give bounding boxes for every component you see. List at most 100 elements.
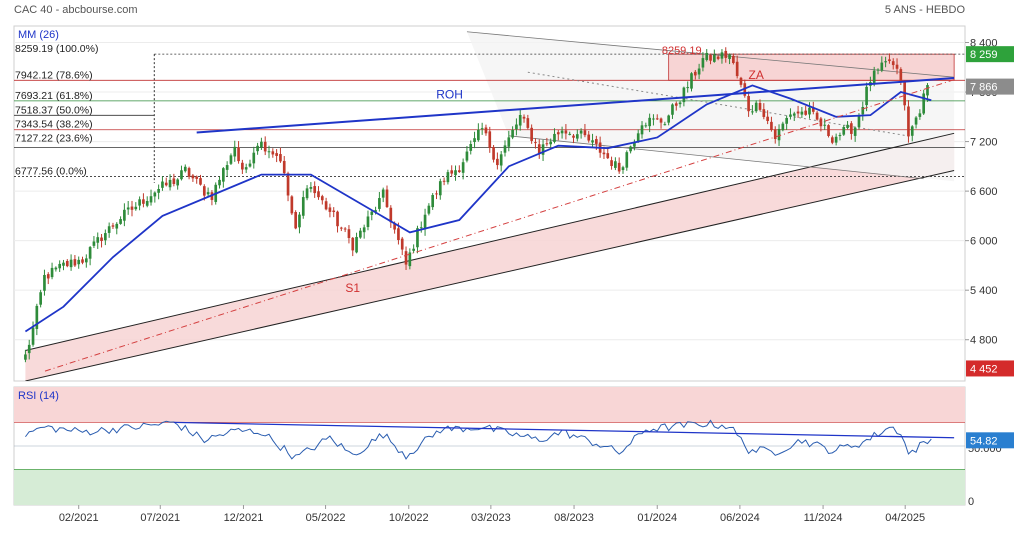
fibonacci-labels: 8259.19 (100.0%) 7942.12 (78.6%) 7693.21 (…: [15, 43, 98, 177]
candle-body: [84, 258, 88, 263]
candle-body: [922, 93, 926, 114]
price-badges: 8 259 7 866 4 452: [966, 46, 1014, 377]
candle-body: [652, 118, 655, 120]
candle-body: [850, 123, 853, 134]
candle-body: [621, 167, 625, 171]
candle-body: [823, 124, 827, 126]
candle-body: [225, 165, 229, 170]
rsi-trendline: [173, 421, 955, 439]
annotation-label: ROH: [436, 88, 463, 102]
rsi-value-badge: [966, 432, 1014, 449]
candle-body: [720, 52, 724, 59]
candle-body: [35, 305, 39, 330]
candle-body: [351, 237, 355, 251]
candle-body: [804, 110, 808, 115]
candle-body: [134, 206, 138, 210]
candle-body: [811, 108, 815, 112]
candle-body: [111, 225, 115, 227]
candle-body: [777, 128, 781, 141]
candle-body: [553, 133, 556, 142]
candle-body: [686, 87, 690, 89]
candle-body: [872, 70, 876, 84]
candle-body: [282, 160, 286, 174]
candle-body: [256, 145, 259, 152]
candle-body: [674, 103, 678, 106]
candle-body: [347, 229, 351, 239]
rsi-overbought-zone: [14, 387, 965, 423]
time-tick-label: 08/2023: [554, 512, 594, 524]
candle-body: [815, 112, 819, 120]
fib-label: 7518.37 (50.0%): [15, 104, 93, 116]
candle-body: [191, 175, 195, 179]
candle-body: [309, 187, 313, 189]
rsi-panel: RSI (14) 050.000 54.82: [13, 386, 1014, 508]
candle-body: [427, 205, 431, 214]
candle-body: [54, 267, 58, 270]
candle-body: [861, 106, 865, 115]
candle-body: [153, 192, 157, 197]
candle-body: [610, 160, 613, 167]
rsi-tick-label: 0: [968, 496, 974, 508]
price-badge-label: 4 452: [970, 363, 998, 375]
chart-title: CAC 40 - abcbourse.com: [14, 4, 138, 16]
candle-body: [366, 216, 370, 228]
annotation-label: ZA: [749, 68, 764, 82]
candle-body: [320, 196, 324, 201]
rsi-value-label: 54.82: [970, 435, 998, 447]
candle-body: [145, 201, 149, 206]
rsi-label: RSI (14): [18, 390, 59, 402]
candle-body: [107, 226, 111, 233]
candle-body: [39, 292, 42, 305]
candle-body: [579, 130, 583, 134]
candle-body: [378, 198, 381, 209]
candle-body: [381, 189, 385, 198]
candle-body: [130, 206, 134, 210]
candle-body: [149, 196, 153, 203]
candle-body: [317, 191, 320, 198]
candle-body: [252, 152, 256, 164]
candle-body: [572, 135, 575, 138]
time-tick-label: 10/2022: [389, 512, 429, 524]
candle-body: [758, 102, 762, 110]
candle-body: [682, 87, 686, 103]
candle-body: [732, 55, 735, 63]
candle-body: [69, 259, 73, 268]
candle-body: [65, 260, 69, 267]
candle-body: [393, 223, 396, 230]
candle-body: [96, 237, 100, 243]
candle-body: [187, 168, 191, 177]
candle-body: [511, 129, 514, 138]
candle-body: [271, 151, 275, 155]
candle-body: [446, 172, 450, 183]
fib-label: 7343.54 (38.2%): [15, 119, 93, 131]
candle-body: [537, 144, 541, 154]
fib-label: 6777.56 (0.0%): [15, 165, 87, 177]
candle-body: [678, 102, 682, 105]
candle-body: [423, 214, 427, 230]
candle-body: [172, 178, 176, 184]
price-badge-label: 8 259: [970, 49, 998, 61]
candle-body: [534, 142, 537, 144]
candle-body: [473, 138, 476, 142]
candle-body: [92, 241, 96, 246]
candle-body: [800, 111, 804, 115]
candle-body: [123, 209, 126, 221]
candle-body: [705, 52, 709, 61]
candle-body: [926, 85, 929, 96]
candle-body: [359, 230, 362, 238]
time-tick-label: 06/2024: [720, 512, 760, 524]
candle-body: [241, 162, 244, 170]
candle-body: [138, 199, 141, 206]
candle-body: [461, 162, 465, 173]
candle-body: [884, 61, 887, 63]
candle-body: [43, 274, 46, 291]
candle-body: [526, 118, 530, 128]
candle-body: [492, 147, 495, 160]
candle-body: [355, 236, 358, 253]
candle-body: [454, 170, 457, 176]
time-tick-label: 12/2021: [224, 512, 264, 524]
candle-body: [237, 147, 240, 162]
candle-body: [24, 354, 27, 360]
fib-label: 7942.12 (78.6%): [15, 69, 93, 81]
